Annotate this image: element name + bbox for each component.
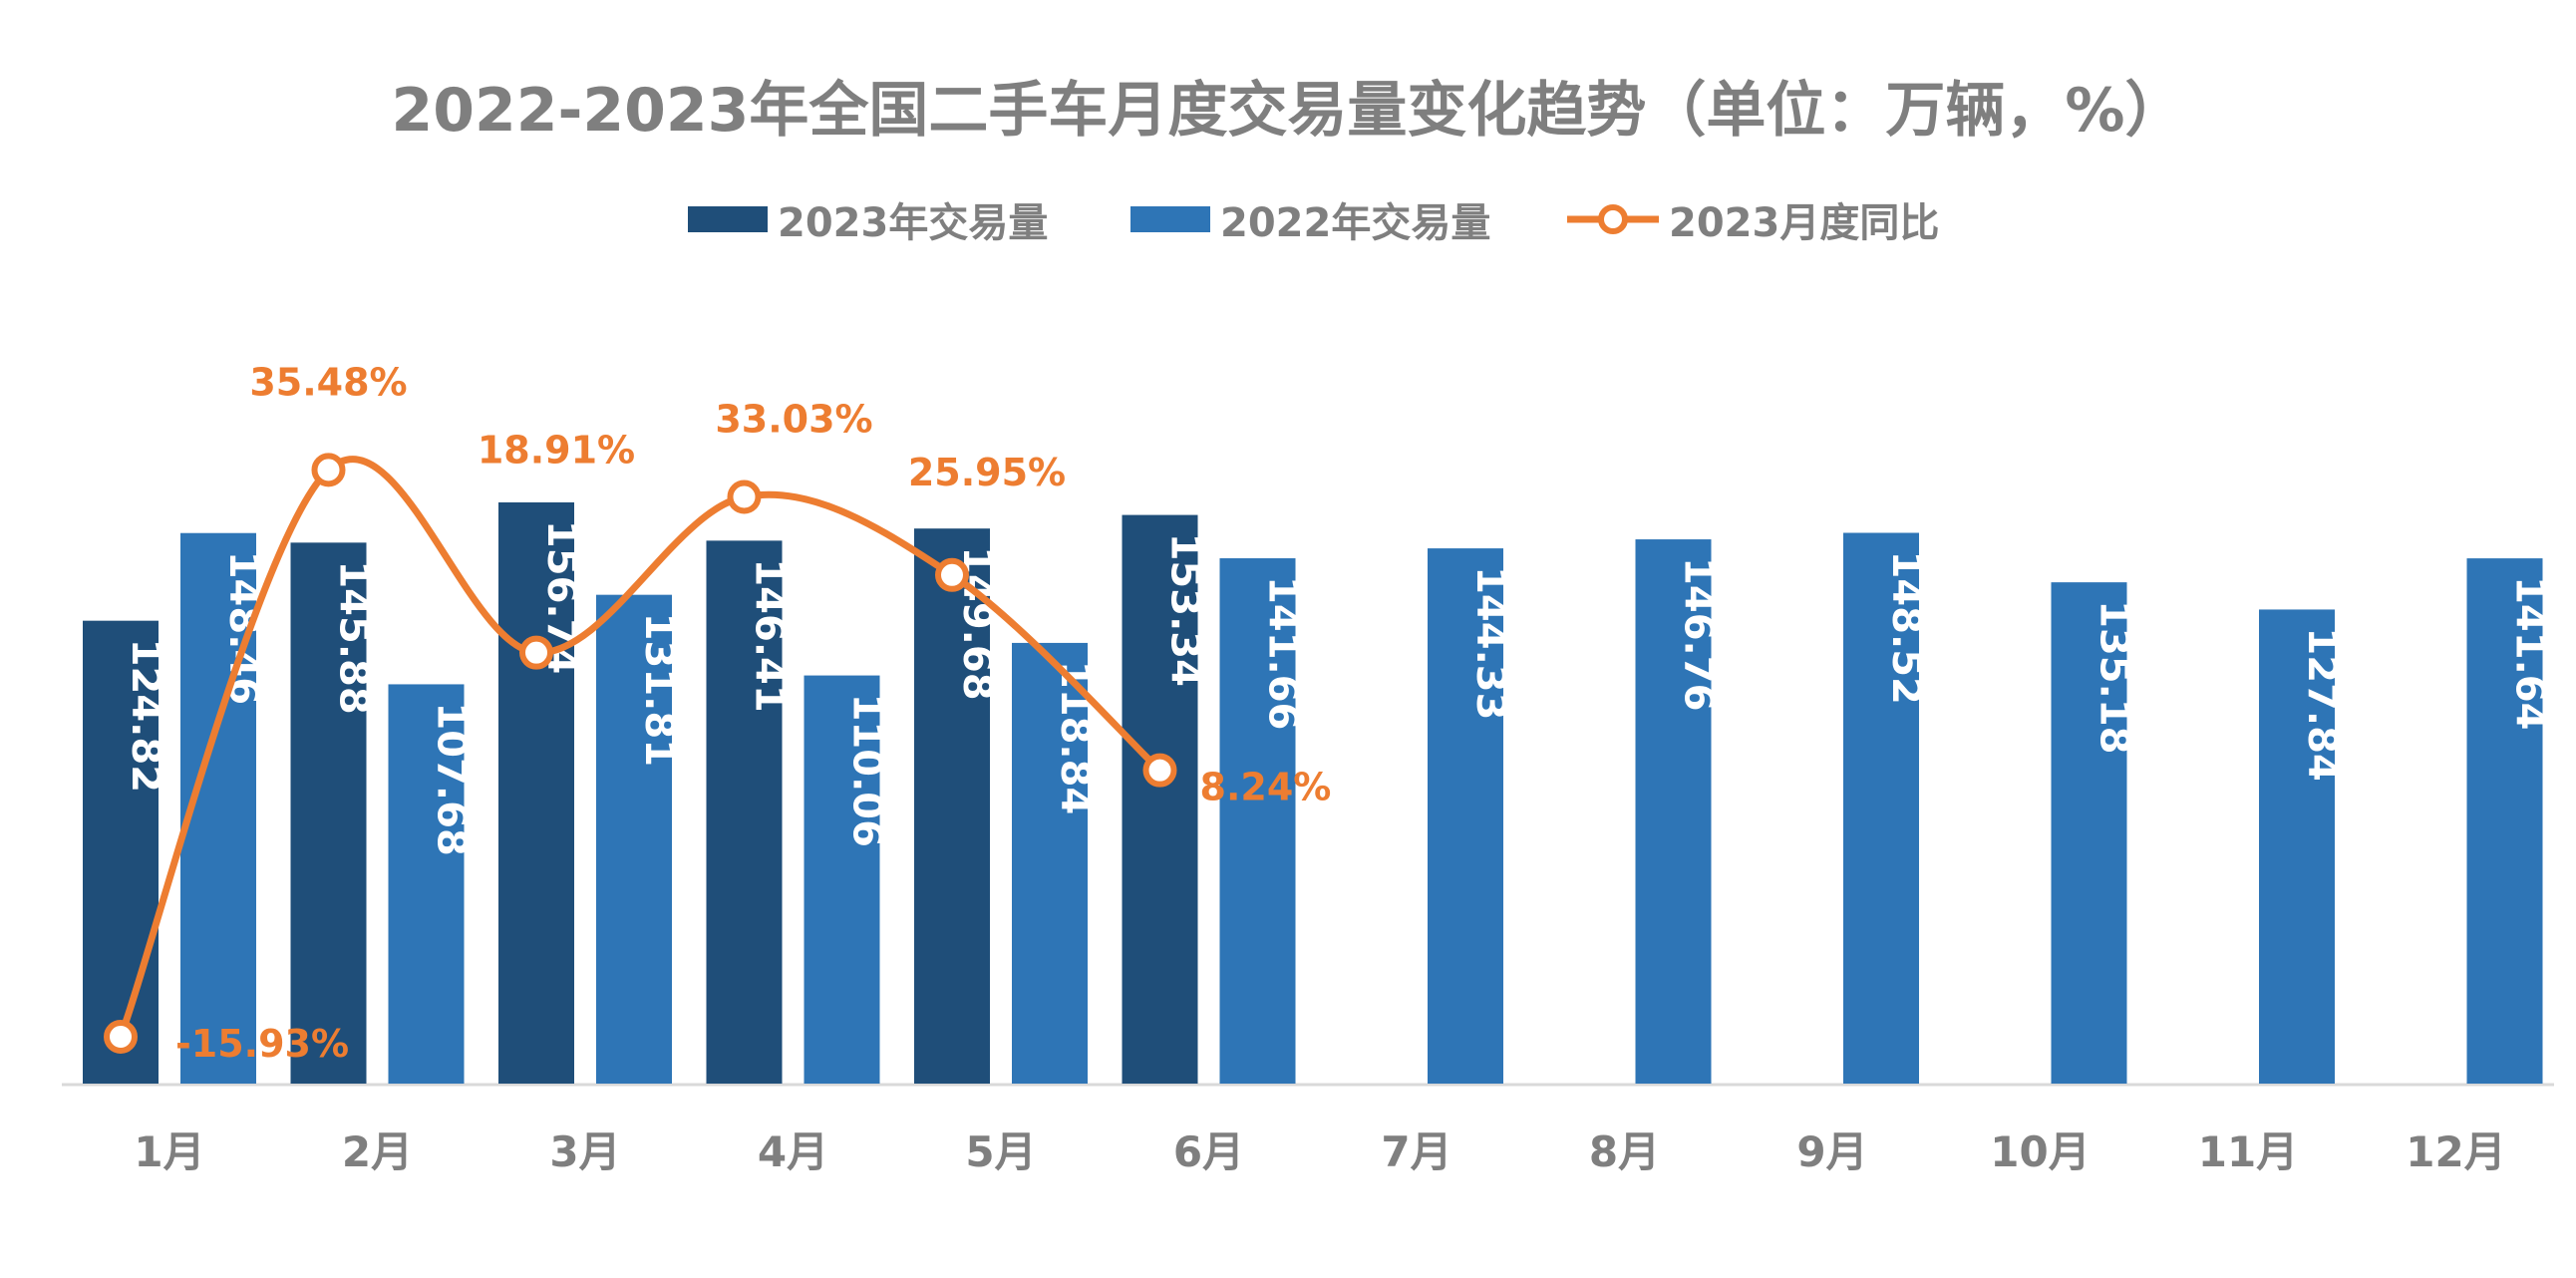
series-2023-bar-4 [706, 540, 783, 1084]
series-2022-bar-9 [1843, 532, 1919, 1084]
legend-label-yoy: 2023月度同比 [1669, 200, 1940, 246]
series-2022-bar-5 [1012, 642, 1088, 1084]
x-tick-label-7: 7月 [1381, 1127, 1451, 1176]
yoy-data-label-5: 25.95% [908, 451, 1066, 494]
series-2023-data-label-6: 153.34 [1162, 533, 1208, 687]
x-tick-label-12: 12月 [2406, 1127, 2505, 1176]
x-tick-label-4: 4月 [758, 1127, 828, 1176]
x-tick-label-9: 9月 [1796, 1127, 1867, 1176]
x-tick-label-8: 8月 [1589, 1127, 1660, 1176]
series-2022-data-label-4: 110.06 [844, 694, 890, 847]
series-2023-bar-2 [290, 542, 367, 1084]
series-2023-bar-1 [83, 620, 159, 1084]
legend-swatch-2023-volume [688, 206, 768, 232]
series-2023-data-label-4: 146.41 [747, 558, 793, 712]
series-2022-data-label-3: 131.81 [636, 613, 682, 767]
x-tick-label-5: 5月 [965, 1127, 1036, 1176]
series-2022-data-label-11: 127.84 [2299, 627, 2345, 781]
chart-title: 2022-2023年全国二手车月度交易量变化趋势（单位：万辆，%） [391, 76, 2185, 146]
legend-item-yoy: 2023月度同比 [1565, 184, 1939, 254]
legend-label-2023-volume: 2023年交易量 [778, 200, 1049, 246]
x-tick-label-10: 10月 [1990, 1127, 2090, 1176]
yoy-point-1 [104, 1020, 138, 1054]
legend-item-2022-volume: 2022年交易量 [1130, 184, 1490, 254]
series-2023-bar-6 [1122, 514, 1198, 1084]
yoy-data-label-4: 33.03% [715, 398, 872, 442]
x-tick-label-3: 3月 [549, 1127, 620, 1176]
series-2022-bar-3 [596, 594, 672, 1084]
series-2022-bar-6 [1219, 558, 1296, 1084]
series-2022-bar-2 [388, 684, 465, 1084]
series-2022-data-label-2: 107.68 [429, 702, 475, 855]
series-2022-data-label-9: 148.52 [1883, 551, 1929, 705]
yoy-point-3 [519, 635, 553, 670]
yoy-data-label-6: 8.24% [1200, 766, 1332, 809]
series-2022-bar-4 [804, 675, 880, 1084]
yoy-data-label-3: 18.91% [478, 429, 635, 473]
chart-legend: 2023年交易量 2022年交易量 2023月度同比 [0, 184, 2576, 254]
series-2022-data-label-12: 141.64 [2507, 576, 2553, 730]
series-2022-data-label-8: 146.76 [1676, 557, 1722, 711]
series-2022-data-label-1: 148.46 [220, 551, 266, 705]
legend-label-2022-volume: 2022年交易量 [1220, 200, 1491, 246]
x-tick-label-1: 1月 [134, 1127, 204, 1176]
x-tick-label-2: 2月 [342, 1127, 413, 1176]
series-2022-bar-11 [2259, 609, 2335, 1084]
legend-marker-yoy [1565, 184, 1661, 254]
x-tick-label-11: 11月 [2198, 1127, 2298, 1176]
legend-item-2023-volume: 2023年交易量 [688, 184, 1048, 254]
x-tick-label-6: 6月 [1173, 1127, 1244, 1176]
yoy-data-label-2: 35.48% [249, 360, 407, 404]
series-2023-bar-3 [498, 501, 574, 1084]
series-2022-data-label-6: 141.66 [1260, 576, 1306, 730]
series-2023-bar-5 [914, 528, 990, 1084]
yoy-point-2 [311, 453, 346, 487]
yoy-point-5 [935, 557, 969, 592]
series-2022-bar-12 [2466, 558, 2543, 1084]
yoy-point-4 [727, 479, 762, 514]
series-2022-data-label-10: 135.18 [2092, 600, 2137, 754]
series-2022-bar-8 [1635, 539, 1712, 1084]
series-2023-data-label-2: 145.88 [331, 560, 377, 714]
series-2022-data-label-7: 144.33 [1467, 566, 1513, 720]
series-2023-data-label-1: 124.82 [123, 639, 168, 793]
series-2022-bar-7 [1428, 548, 1503, 1084]
yoy-point-6 [1142, 753, 1177, 788]
legend-swatch-2022-volume [1130, 206, 1210, 232]
yoy-data-label-1: -15.93% [175, 1022, 349, 1066]
series-2022-bar-10 [2051, 582, 2127, 1084]
